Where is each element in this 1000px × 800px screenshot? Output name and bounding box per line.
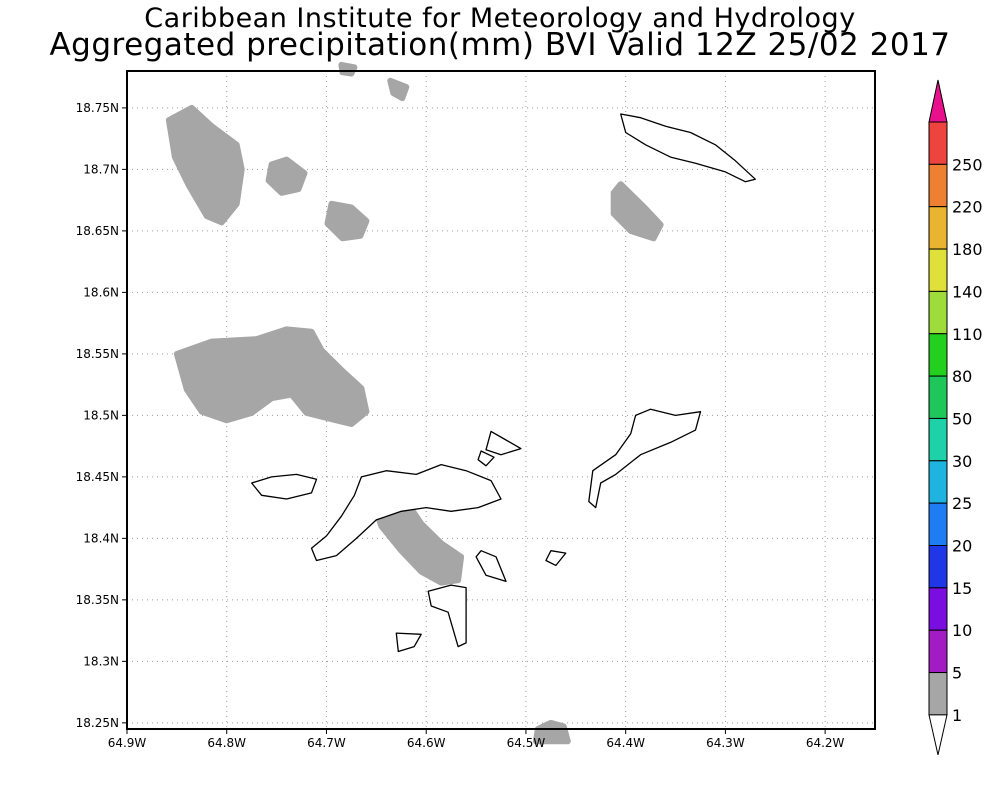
lat-tick-label: 18.7N <box>83 162 119 176</box>
lat-tick-label: 18.6N <box>83 285 119 299</box>
colorbar-top-tip <box>928 79 948 123</box>
lat-tick-label: 18.5N <box>83 408 119 422</box>
colorbar-bottom-tip <box>928 714 948 756</box>
island-outline <box>545 550 567 567</box>
lon-tick-label: 64.8W <box>207 736 246 750</box>
title-line-1: Caribbean Institute for Meteorology and … <box>144 3 856 34</box>
colorbar-segment <box>928 587 948 631</box>
precip-area-light <box>387 77 410 102</box>
lat-tick-label: 18.4N <box>83 531 119 545</box>
colorbar-label: 30 <box>952 452 972 471</box>
colorbar-segment <box>928 290 948 335</box>
island-outline <box>475 550 507 583</box>
colorbar-label: 1 <box>952 706 962 725</box>
island-outline <box>620 113 756 183</box>
island-outline <box>588 408 702 509</box>
lon-tick-label: 64.3W <box>706 736 745 750</box>
colorbar-label: 110 <box>952 325 983 344</box>
island-outline <box>477 450 495 467</box>
lat-tick-label: 18.3N <box>83 654 119 668</box>
longitude-axis: 64.9W 64.8W 64.7W 64.6W 64.5W 64.4W 64.3W 64.2W <box>108 729 845 750</box>
colorbar-label: 50 <box>952 409 972 428</box>
colorbar-label: 140 <box>952 282 983 301</box>
colorbar-label: 180 <box>952 240 983 259</box>
island-outline <box>251 473 318 500</box>
precip-area-light <box>532 719 571 745</box>
latitude-axis: 18.75N 18.7N 18.65N 18.6N 18.55N 18.5N 18.45N 1… <box>76 101 127 730</box>
lat-tick-label: 18.25N <box>76 716 119 730</box>
lat-tick-label: 18.65N <box>76 224 119 238</box>
lon-tick-label: 64.9W <box>108 736 147 750</box>
colorbar-label: 15 <box>952 579 972 598</box>
colorbar-label: 80 <box>952 367 972 386</box>
precip-area-light <box>371 489 465 586</box>
precip-area-light <box>324 200 370 242</box>
lat-tick-label: 18.75N <box>76 101 119 115</box>
precip-area-light <box>610 181 664 242</box>
precip-area-light <box>265 156 308 196</box>
colorbar-segment <box>928 672 948 716</box>
title-line-2: Aggregated precipitation(mm) BVI Valid 1… <box>49 27 951 63</box>
island-outline <box>310 463 502 562</box>
lon-tick-label: 64.5W <box>507 736 546 750</box>
colorbar-label: 10 <box>952 621 972 640</box>
map-frame <box>126 70 876 730</box>
island-outline <box>427 584 467 648</box>
colorbar-segment <box>928 163 948 208</box>
island-outlines <box>251 113 756 653</box>
lat-tick-label: 18.45N <box>76 470 119 484</box>
colorbar-segment <box>928 629 948 674</box>
lon-tick-label: 64.7W <box>307 736 346 750</box>
colorbar-segment <box>928 502 948 546</box>
colorbar-label: 250 <box>952 155 983 174</box>
colorbar-segment <box>928 333 948 377</box>
colorbar-segment <box>928 206 948 250</box>
lon-tick-label: 64.2W <box>806 736 845 750</box>
colorbar-segment <box>928 248 948 292</box>
colorbar-segment <box>928 375 948 419</box>
colorbar-segment <box>928 460 948 504</box>
colorbar-segment <box>928 417 948 462</box>
lon-tick-label: 64.6W <box>407 736 446 750</box>
colorbar-segment <box>928 121 948 165</box>
colorbar-label: 5 <box>952 664 962 683</box>
island-outline <box>485 430 522 456</box>
precipitation-areas <box>165 61 664 745</box>
lat-tick-label: 18.55N <box>76 347 119 361</box>
colorbar-label: 20 <box>952 537 972 556</box>
precip-area-light <box>173 326 370 427</box>
precip-area-light <box>165 104 245 226</box>
precip-area-light <box>338 61 358 77</box>
lon-tick-label: 64.4W <box>606 736 645 750</box>
colorbar-segment <box>928 545 948 589</box>
island-outline <box>395 632 422 653</box>
lat-tick-label: 18.35N <box>76 593 119 607</box>
colorbar-label: 25 <box>952 494 972 513</box>
colorbar-label: 220 <box>952 198 983 217</box>
